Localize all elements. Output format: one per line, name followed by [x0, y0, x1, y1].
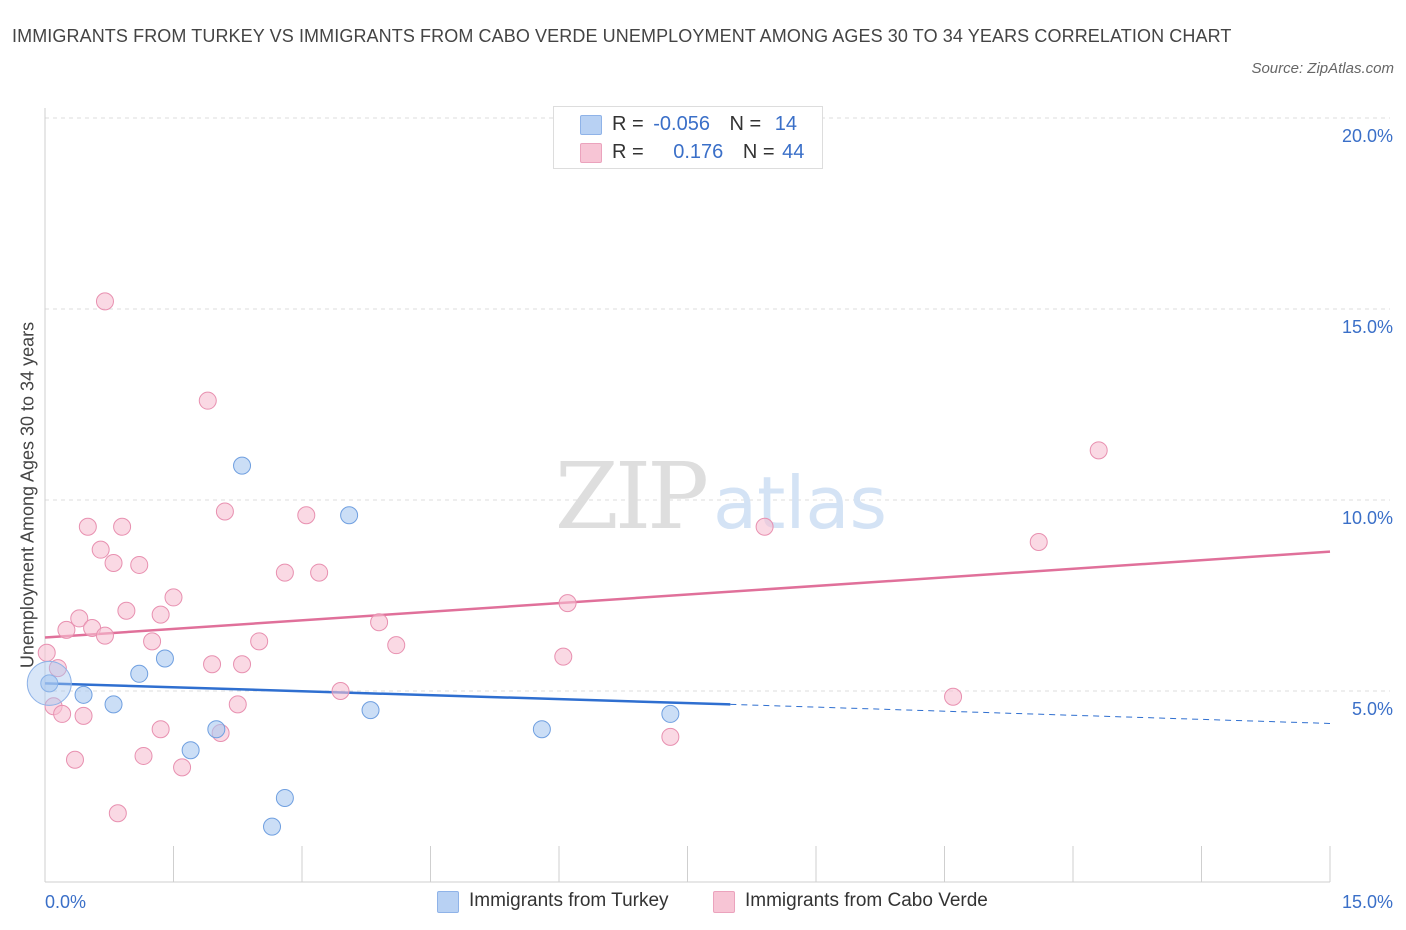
x-tick-label: 15.0%: [1342, 892, 1393, 912]
point-turkey: [275, 788, 294, 807]
legend-n-label: N =: [742, 141, 775, 163]
y-tick-label: 20.0%: [1342, 126, 1393, 146]
watermark-atlas: atlas: [713, 461, 887, 545]
legend-label-turkey: Immigrants from Turkey: [469, 890, 669, 911]
point-cabo-verde: [130, 555, 149, 574]
point-turkey: [104, 695, 123, 714]
point-turkey: [40, 674, 59, 693]
point-cabo-verde: [117, 601, 136, 620]
point-turkey: [74, 685, 93, 704]
point-turkey-cluster: [26, 660, 72, 706]
legend-r-value: -0.056: [653, 113, 710, 135]
point-cabo-verde: [108, 804, 127, 823]
point-cabo-verde: [661, 727, 680, 746]
legend-n-value: 14: [774, 113, 798, 135]
point-turkey: [233, 456, 252, 475]
point-cabo-verde: [944, 687, 963, 706]
point-cabo-verde: [228, 695, 247, 714]
point-cabo-verde: [1029, 533, 1048, 552]
point-cabo-verde: [203, 655, 222, 674]
point-turkey: [340, 506, 359, 525]
legend-swatch-cabo-verde: [713, 891, 735, 913]
point-cabo-verde: [48, 659, 67, 678]
point-cabo-verde: [250, 632, 269, 651]
legend-label-cabo-verde: Immigrants from Cabo Verde: [745, 890, 988, 911]
chart-title: IMMIGRANTS FROM TURKEY VS IMMIGRANTS FRO…: [12, 26, 1232, 46]
point-cabo-verde: [198, 391, 217, 410]
point-cabo-verde: [173, 758, 192, 777]
point-cabo-verde: [297, 506, 316, 525]
point-cabo-verde: [1089, 441, 1108, 460]
trend-line-turkey: [44, 682, 731, 706]
point-turkey: [130, 664, 149, 683]
point-cabo-verde: [143, 632, 162, 651]
point-cabo-verde: [151, 605, 170, 624]
point-cabo-verde: [558, 594, 577, 613]
legend-n-label: N =: [729, 113, 762, 135]
point-cabo-verde: [310, 563, 329, 582]
y-tick-label: 10.0%: [1342, 508, 1393, 528]
y-tick-label: 5.0%: [1352, 699, 1393, 719]
legend-n-value: 44: [782, 141, 805, 163]
point-turkey: [263, 817, 282, 836]
y-tick-label: 15.0%: [1342, 317, 1393, 337]
point-cabo-verde: [37, 643, 56, 662]
point-cabo-verde: [53, 704, 72, 723]
point-cabo-verde: [370, 613, 389, 632]
legend-r-label: R =: [612, 141, 644, 163]
y-axis-label: Unemployment Among Ages 30 to 34 years: [17, 321, 38, 669]
correlation-legend: R = -0.056 N = 14 R = 0.176 N = 44: [553, 106, 823, 169]
point-cabo-verde: [151, 720, 170, 739]
point-cabo-verde: [215, 502, 234, 521]
point-cabo-verde: [387, 636, 406, 655]
point-cabo-verde: [70, 609, 89, 628]
trend-line-dashed-turkey: [730, 703, 1331, 724]
point-cabo-verde: [65, 750, 84, 769]
point-turkey: [155, 649, 174, 668]
point-turkey: [207, 720, 226, 739]
point-turkey: [661, 704, 680, 723]
point-cabo-verde: [233, 655, 252, 674]
legend-swatch-turkey: [580, 115, 602, 135]
point-cabo-verde: [164, 588, 183, 607]
point-cabo-verde: [331, 682, 350, 700]
point-cabo-verde: [104, 554, 123, 573]
point-cabo-verde: [755, 517, 774, 536]
point-turkey: [532, 720, 551, 739]
point-cabo-verde: [74, 706, 93, 725]
point-cabo-verde: [554, 647, 573, 666]
point-cabo-verde: [134, 746, 153, 765]
point-cabo-verde: [113, 517, 132, 536]
watermark: ZIP atlas: [555, 443, 887, 550]
legend-r-label: R =: [612, 113, 644, 135]
watermark-zip: ZIP: [555, 443, 706, 550]
point-cabo-verde: [275, 563, 294, 582]
legend-swatch-cabo-verde: [580, 143, 602, 163]
point-cabo-verde: [78, 517, 97, 536]
x-tick-label: 0.0%: [45, 892, 86, 912]
point-turkey: [181, 741, 200, 760]
point-cabo-verde: [95, 292, 114, 311]
point-cabo-verde: [95, 626, 114, 645]
legend-swatch-turkey: [437, 891, 459, 913]
source-label: Source: ZipAtlas.com: [1251, 60, 1394, 77]
trend-line-cabo-verde: [44, 550, 1331, 639]
point-cabo-verde: [57, 620, 76, 639]
point-turkey: [361, 701, 380, 720]
legend-r-value: 0.176: [673, 141, 724, 163]
point-cabo-verde: [91, 540, 110, 559]
